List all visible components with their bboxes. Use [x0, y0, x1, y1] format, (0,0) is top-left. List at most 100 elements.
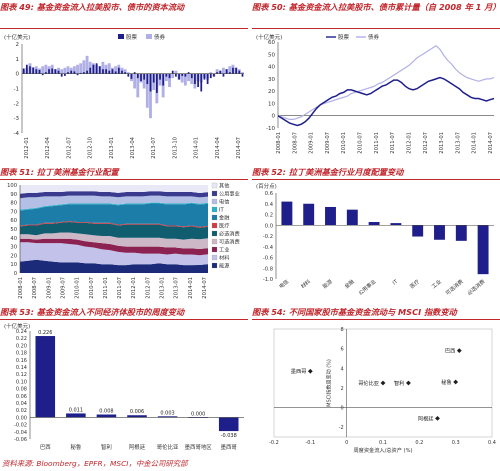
y-tick-label: 0.02	[16, 408, 27, 414]
y-tick-label: -0.2	[263, 234, 273, 240]
y-axis-unit: (十亿美元)	[4, 322, 30, 330]
chart-flows-vs-msci-scatter: 8 6 4 2 0 -2 -0.2 -0.1 0 0.1 0.2 0.3 0.4 MSCI指数周变动 (%…	[269, 327, 496, 454]
x-tick-label: 墨西哥	[221, 444, 238, 451]
bond-flow-bar	[158, 73, 162, 86]
y-tick-label: 30	[268, 77, 275, 83]
bond-flow-bar	[41, 66, 45, 74]
point-label: 巴西	[445, 348, 455, 355]
x-tick-label: 金融	[342, 277, 355, 290]
scatter-point	[453, 379, 459, 385]
y-tick-label: -10	[266, 126, 275, 132]
x-tick-label: -0.2	[269, 440, 279, 446]
x-tick-label: 必选消费	[465, 277, 486, 296]
equity-flow-bar	[121, 70, 123, 74]
y-tick-label: 0	[16, 72, 20, 78]
x-tick-label: 2011-01	[103, 277, 109, 299]
weekly-flow-bar	[127, 415, 147, 418]
y-tick-label: 0.16	[16, 358, 27, 364]
y-tick-label: 1	[16, 57, 20, 63]
equity-flow-bar	[232, 67, 234, 74]
y-tick-label: 10	[10, 262, 17, 268]
title-rule	[0, 319, 248, 320]
equity-flow-bar	[146, 73, 149, 85]
equity-flow-bar	[225, 69, 228, 74]
point-label: 哥伦比亚	[358, 379, 379, 387]
y-tick-label: 30	[10, 245, 17, 251]
bond-flow-bar	[104, 64, 108, 74]
y-tick-label: 0.2	[265, 213, 273, 219]
x-tick-label: 2009-07	[60, 277, 66, 299]
equity-flow-bar	[92, 64, 95, 74]
bond-flow-bar	[161, 73, 165, 98]
x-tick-label: 阿根廷	[129, 443, 146, 451]
equity-flow-bar	[238, 70, 241, 74]
equity-flow-bar	[83, 72, 85, 74]
bond-flow-bar	[72, 66, 76, 74]
x-tick-label: 2011-07	[390, 132, 396, 154]
series-line-股票	[277, 76, 495, 127]
equity-flow-bar	[124, 72, 127, 74]
equity-flow-bar	[86, 70, 88, 74]
equity-flow-bar	[171, 70, 174, 74]
x-tick-label: 2012-01	[131, 277, 137, 299]
legend-swatch	[211, 222, 218, 229]
y-tick-label: 0.4	[265, 202, 274, 208]
data-label: 0.011	[69, 407, 83, 413]
area-band-公用事业	[20, 191, 208, 199]
x-tick-label: 2010-07	[358, 132, 364, 154]
equity-flow-bar	[57, 70, 60, 74]
x-tick-label: 0.3	[452, 440, 460, 446]
x-tick-label: 2013-07	[455, 132, 461, 154]
x-tick-label: 2009-07	[325, 132, 331, 154]
equity-flow-bar	[117, 67, 120, 74]
y-tick-label: 0.24	[16, 329, 27, 335]
x-tick-label: 2011-01	[374, 132, 380, 154]
bond-flow-bar	[142, 73, 146, 89]
legend-label: 能源	[219, 262, 230, 270]
scatter-point	[456, 348, 462, 353]
x-tick-label: 2012-07	[423, 132, 429, 154]
y-tick-label: 20	[10, 253, 17, 259]
x-tick-label: -0.1	[305, 440, 315, 446]
equity-flow-bar	[184, 73, 187, 77]
data-label: 0.000	[191, 411, 205, 417]
equity-flow-bar	[95, 63, 98, 74]
x-tick-label: 0.1	[379, 440, 387, 446]
sector-change-bar	[346, 209, 358, 226]
legend-label: 债券	[154, 33, 166, 41]
y-tick-label: 2	[16, 42, 20, 48]
legend-label: 金融	[219, 214, 229, 222]
x-tick-label: 0.2	[415, 440, 423, 446]
equity-flow-bar	[159, 73, 161, 80]
bond-flow-bar	[126, 72, 130, 74]
x-tick-label: 2013-07	[174, 277, 180, 299]
y-tick-label: -1	[14, 87, 19, 93]
weekly-flow-bar	[218, 417, 239, 432]
y-axis-unit: (百分点)	[256, 182, 277, 190]
x-tick-label: 2008-01	[276, 132, 282, 154]
equity-flow-bar	[67, 72, 69, 74]
y-tick-label: 50	[10, 227, 17, 233]
data-label: 0.008	[99, 409, 113, 415]
y-tick-label: 40	[268, 65, 275, 71]
figure-53-title: 图表 53: 基金资金流入不同经济体股市的周度变动	[0, 307, 185, 317]
y-tick-label: 0.12	[16, 372, 27, 378]
equity-flow-bar	[70, 70, 73, 74]
equity-flow-bar	[178, 73, 180, 80]
scatter-point	[380, 380, 386, 386]
bond-flow-bar	[209, 72, 213, 74]
x-tick-label: 2012-04	[45, 136, 51, 158]
bond-flow-bar	[215, 69, 219, 74]
figure-51-title: 图表 51: 拉丁美洲基金行业配置	[0, 167, 119, 177]
equity-flow-bar	[48, 69, 50, 74]
weekly-flow-bar	[96, 414, 117, 418]
legend-label: 必选消费	[219, 230, 240, 238]
x-tick-label: 墨西哥地区	[185, 443, 213, 451]
bond-flow-bar	[136, 73, 140, 98]
x-tick-label: 巴西	[40, 444, 51, 451]
equity-flow-bar	[181, 73, 184, 76]
bond-flow-bar	[190, 73, 194, 85]
y-tick-label: 6	[340, 347, 343, 353]
x-tick-label: 医疗	[408, 277, 421, 290]
y-tick-label: 4	[340, 366, 343, 372]
